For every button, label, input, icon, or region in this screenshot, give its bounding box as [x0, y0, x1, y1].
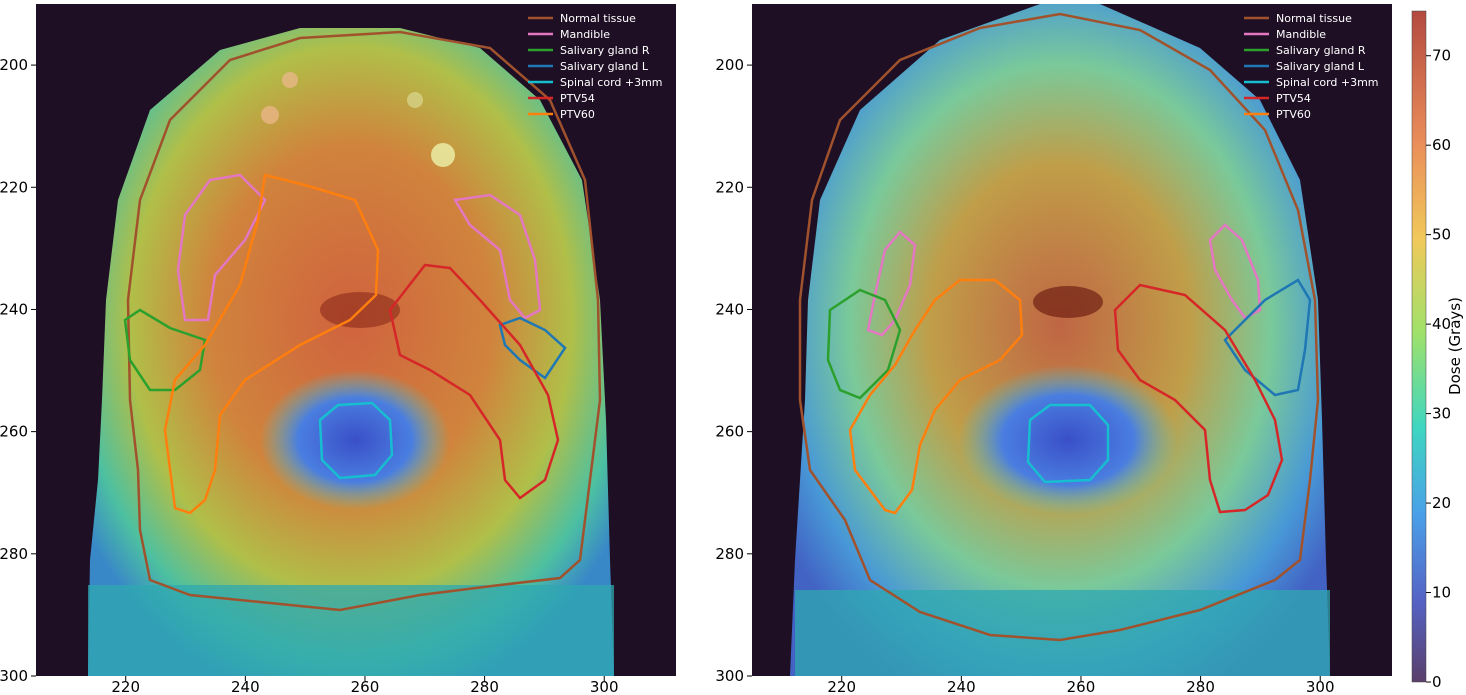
- x-tick-label: 280: [1186, 678, 1215, 695]
- x-tick-label: 220: [111, 678, 140, 695]
- y-tick-label: 240: [715, 300, 744, 318]
- right-legend-label: Mandible: [1276, 28, 1326, 41]
- left-contour-normal-tissue: [126, 30, 602, 612]
- y-tick-label: 200: [715, 56, 744, 74]
- x-tick-label: 300: [1306, 678, 1335, 695]
- x-tick-label: 280: [470, 678, 499, 695]
- right-legend-label: Spinal cord +3mm: [1276, 76, 1379, 89]
- y-tick-label: 240: [0, 300, 28, 318]
- colorbar-tick-label: 50: [1432, 226, 1451, 244]
- right-legend-label: Salivary gland L: [1276, 60, 1365, 73]
- x-tick-label: 260: [1067, 678, 1096, 695]
- right-contour-ptv60: [848, 278, 1024, 515]
- left-contour-salivary-l: [498, 316, 567, 380]
- y-tick-label: 260: [715, 423, 744, 441]
- right-panel: Normal tissue Mandible Salivary gland R …: [715, 4, 1392, 695]
- y-tick-label: 220: [715, 178, 744, 196]
- y-tick-label: 300: [715, 667, 744, 685]
- right-body-dose: [790, 4, 1330, 676]
- right-contour-ptv54: [1113, 283, 1284, 514]
- left-legend-label: PTV54: [560, 92, 595, 105]
- x-tick-label: 300: [590, 678, 619, 695]
- left-bright-dot: [431, 143, 455, 167]
- right-legend-label: Salivary gland R: [1276, 44, 1366, 57]
- x-tick-label: 240: [231, 678, 260, 695]
- x-tick-label: 220: [827, 678, 856, 695]
- right-contour-spinal-cord: [1026, 403, 1110, 484]
- colorbar-tick-label: 10: [1432, 584, 1451, 602]
- right-contour-salivary-r: [826, 288, 902, 400]
- left-neck-region: [88, 585, 614, 676]
- left-contour-ptv54: [388, 263, 560, 500]
- x-tick-label: 240: [947, 678, 976, 695]
- colorbar-tick-label: 70: [1432, 47, 1451, 65]
- left-legend-label: Spinal cord +3mm: [560, 76, 663, 89]
- colorbar-tick-label: 30: [1432, 405, 1451, 423]
- left-bright-dot-3: [282, 72, 298, 88]
- left-axes: 220 240 260 280 300 200 220 240 260 280 300: [0, 56, 619, 695]
- y-tick-label: 220: [0, 178, 28, 196]
- left-contour-mandible-l: [452, 193, 542, 320]
- right-legend-label: Normal tissue: [1276, 12, 1352, 25]
- y-tick-label: 260: [0, 423, 28, 441]
- right-axes: 220 240 260 280 300 200 220 240 260 280 300: [715, 56, 1334, 695]
- right-cord-cold-spot: [958, 365, 1178, 515]
- right-contour-normal-tissue: [798, 12, 1320, 642]
- left-cord-cold-spot: [260, 370, 450, 510]
- y-tick-label: 280: [0, 545, 28, 563]
- left-legend: Normal tissue Mandible Salivary gland R …: [528, 12, 663, 121]
- colorbar-label: Dose (Grays): [1446, 297, 1464, 395]
- colorbar-tick-label: 60: [1432, 136, 1451, 154]
- left-legend-label: PTV60: [560, 108, 595, 121]
- colorbar-ticks: 0 10 20 30 40 50 60 70: [1426, 47, 1451, 691]
- left-legend-label: Normal tissue: [560, 12, 636, 25]
- left-panel: Normal tissue Mandible Salivary gland R …: [0, 4, 676, 695]
- colorbar-gradient: [1411, 10, 1427, 683]
- right-legend-label: PTV54: [1276, 92, 1311, 105]
- right-hotspot: [1033, 286, 1103, 318]
- right-legend-label: PTV60: [1276, 108, 1311, 121]
- right-neck-region: [795, 590, 1330, 676]
- left-legend-label: Mandible: [560, 28, 610, 41]
- left-legend-label: Salivary gland R: [560, 44, 650, 57]
- left-body-dose: [88, 28, 614, 676]
- left-contour-salivary-r: [123, 308, 207, 392]
- left-contour-mandible-r: [176, 173, 267, 322]
- y-tick-label: 280: [715, 545, 744, 563]
- colorbar-tick-label: 20: [1432, 494, 1451, 512]
- left-contour-spinal-cord: [318, 401, 394, 480]
- colorbar: 0 10 20 30 40 50 60 70 Dose (Grays): [1411, 10, 1464, 691]
- colorbar-tick-label: 0: [1432, 673, 1442, 691]
- left-bright-dot-2: [407, 92, 423, 108]
- colorbar-tick-label: 40: [1432, 315, 1451, 333]
- left-contour-ptv60: [163, 173, 380, 515]
- right-contour-mandible-r: [866, 230, 917, 337]
- y-tick-label: 200: [0, 56, 28, 74]
- x-tick-label: 260: [351, 678, 380, 695]
- left-legend-label: Salivary gland L: [560, 60, 649, 73]
- right-legend: Normal tissue Mandible Salivary gland R …: [1244, 12, 1379, 121]
- y-tick-label: 300: [0, 667, 28, 685]
- right-contour-mandible-l: [1208, 223, 1262, 320]
- left-bright-dot-4: [261, 106, 279, 124]
